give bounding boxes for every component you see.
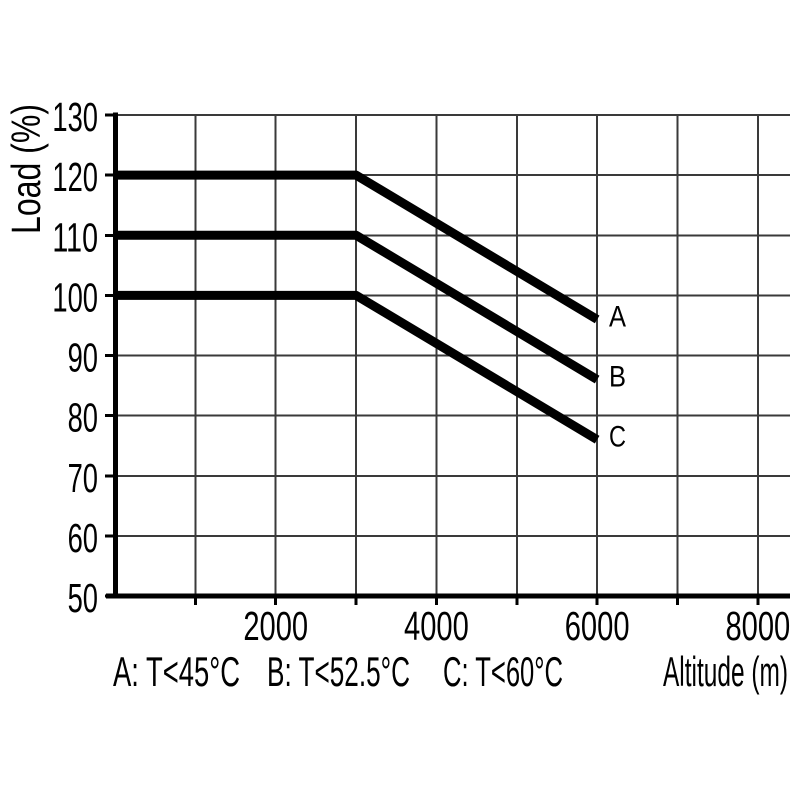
- legend-item-A: A: T<45°C: [113, 648, 240, 695]
- y-tick-label-70: 70: [68, 455, 98, 501]
- legend-item-B: B: T<52.5°C: [267, 648, 410, 695]
- y-tick-label-80: 80: [68, 395, 98, 441]
- y-tick-label-50: 50: [68, 575, 98, 621]
- series-line-A: [115, 170, 600, 324]
- x-axis-title: Altitude (m): [663, 648, 788, 695]
- series-label-C: C: [609, 421, 626, 454]
- x-tick-label-6000: 6000: [565, 603, 630, 649]
- x-tick-label-4000: 4000: [404, 603, 469, 649]
- series-line-B: [115, 230, 600, 384]
- y-tick-label-90: 90: [68, 335, 98, 381]
- legend-item-C: C: T<60°C: [443, 648, 563, 695]
- y-tick-label-110: 110: [52, 214, 98, 260]
- y-tick-label-120: 120: [52, 154, 98, 200]
- x-tick-label-2000: 2000: [243, 603, 308, 649]
- y-tick-label-100: 100: [52, 274, 98, 320]
- series-line-C: [115, 290, 600, 444]
- series-label-B: B: [609, 361, 626, 394]
- series-label-A: A: [609, 300, 626, 333]
- y-axis-title: Load (%): [3, 104, 49, 234]
- y-tick-label-130: 130: [52, 94, 98, 140]
- x-tick-label-8000: 8000: [725, 603, 790, 649]
- y-tick-label-60: 60: [68, 515, 98, 561]
